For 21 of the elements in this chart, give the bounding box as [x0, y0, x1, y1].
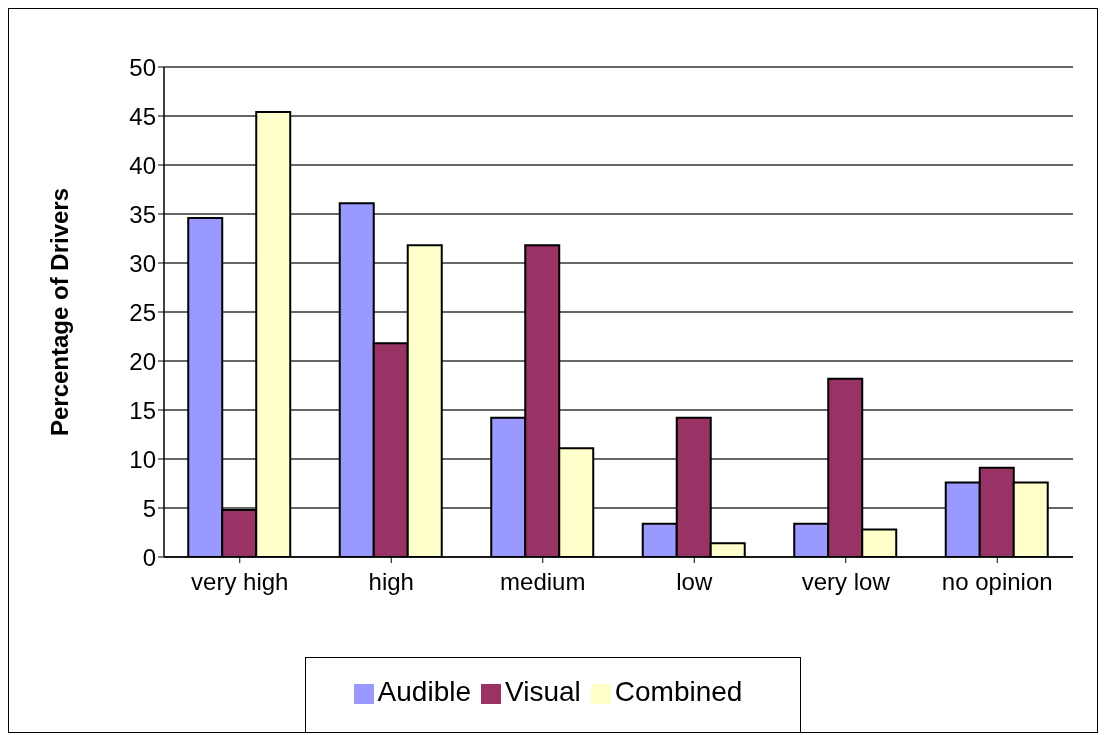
y-tick-label: 0 [142, 543, 156, 571]
x-tick-label: medium [500, 568, 586, 596]
y-tick-label: 35 [129, 200, 156, 228]
y-tick-label: 20 [129, 347, 156, 375]
y-tick-label: 30 [129, 249, 156, 277]
x-tick-label: low [676, 568, 713, 596]
legend-label: Visual [505, 676, 581, 707]
x-tick-label: very high [191, 568, 289, 596]
y-tick-label: 5 [142, 494, 156, 522]
legend-label: Audible [377, 676, 471, 707]
x-tick-label: no opinion [941, 568, 1053, 596]
y-tick-label: 25 [129, 298, 156, 326]
y-tick-label: 50 [129, 53, 156, 81]
x-tick-label: very low [801, 568, 891, 596]
y-axis-title: Percentage of Drivers [45, 187, 73, 437]
y-tick-label: 45 [129, 102, 156, 130]
y-tick-label: 15 [129, 396, 156, 424]
y-tick-label: 40 [129, 151, 156, 179]
legend-label: Combined [614, 676, 743, 707]
y-tick-label: 10 [129, 445, 156, 473]
x-tick-label: high [368, 568, 414, 596]
